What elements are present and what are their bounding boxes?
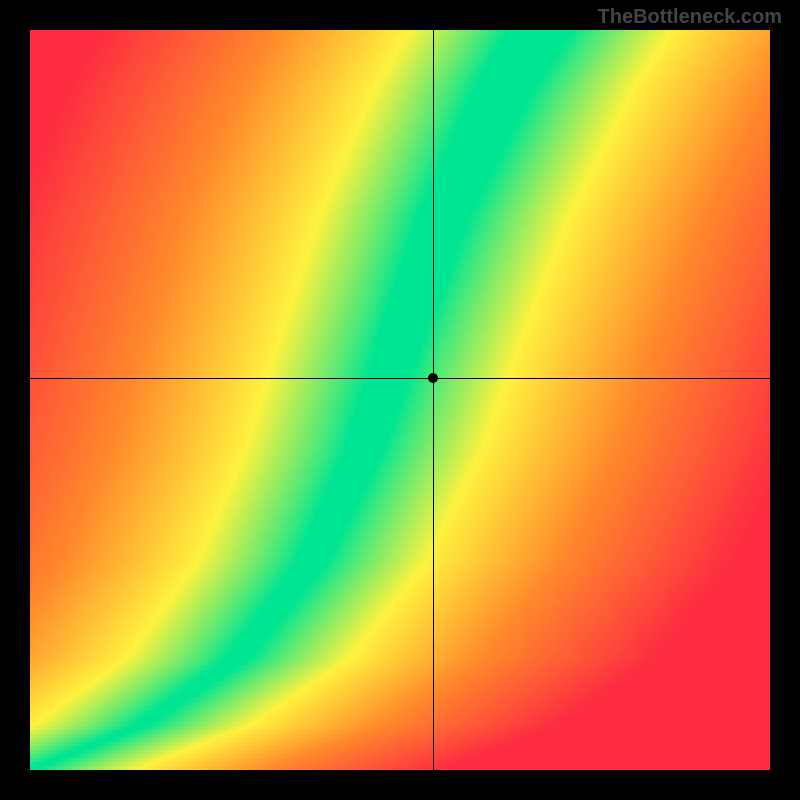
crosshair-marker [428,373,438,383]
crosshair-vertical [433,30,434,770]
crosshair-horizontal [30,378,770,379]
heatmap-canvas [30,30,770,770]
watermark-text: TheBottleneck.com [598,6,782,29]
plot-area [30,30,770,770]
